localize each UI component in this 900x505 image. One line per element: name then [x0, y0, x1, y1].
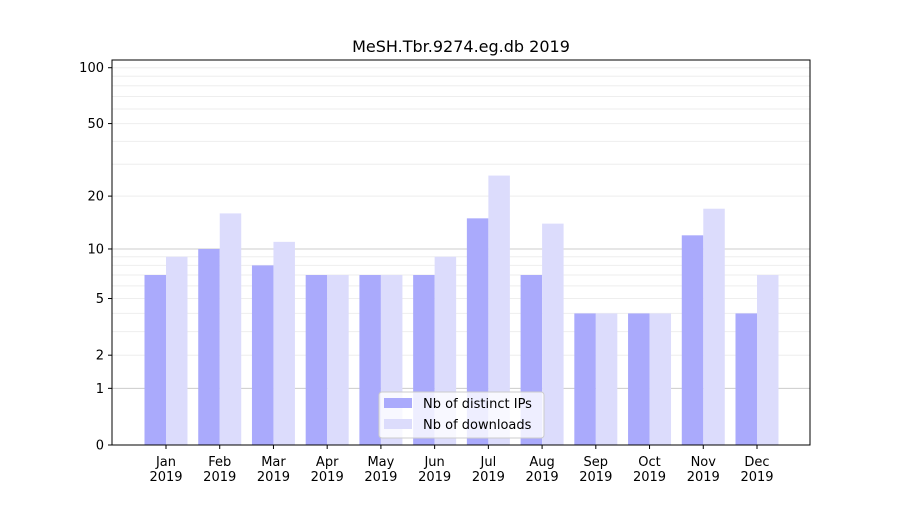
y-tick-label: 100 — [79, 61, 104, 76]
y-tick-label: 1 — [96, 382, 104, 397]
chart-title: MeSH.Tbr.9274.eg.db 2019 — [352, 37, 570, 56]
legend-box — [378, 391, 545, 439]
x-tick-label: 2019 — [687, 470, 720, 485]
x-tick-label: Jun — [423, 455, 444, 470]
legend-swatch — [384, 419, 412, 429]
x-tick-label: Feb — [208, 455, 231, 470]
x-tick-label: Nov — [691, 455, 717, 470]
x-tick-label: 2019 — [633, 470, 666, 485]
y-tick-label: 0 — [96, 439, 104, 454]
x-tick-label: 2019 — [418, 470, 451, 485]
bar-ips — [144, 275, 166, 445]
bar-downloads — [757, 275, 779, 445]
x-tick-label: 2019 — [579, 470, 612, 485]
legend-swatch — [384, 398, 412, 408]
x-tick-label: Mar — [261, 455, 286, 470]
x-tick-label: 2019 — [364, 470, 397, 485]
bar-downloads — [488, 175, 510, 445]
bar-downloads — [166, 256, 188, 445]
x-tick-label: Apr — [316, 455, 339, 470]
bar-downloads — [703, 208, 725, 445]
x-tick-label: Dec — [744, 455, 769, 470]
x-tick-label: 2019 — [472, 470, 505, 485]
x-tick-label: 2019 — [526, 470, 559, 485]
y-tick-label: 50 — [87, 117, 104, 132]
legend-label: Nb of distinct IPs — [423, 397, 532, 412]
x-tick-label: Jul — [480, 455, 497, 470]
bar-ips — [359, 275, 381, 445]
bar-ips — [305, 275, 328, 445]
bar-downloads — [542, 223, 564, 445]
bar-ips — [198, 248, 220, 445]
y-tick-label: 2 — [96, 349, 104, 364]
y-tick-label: 5 — [96, 292, 104, 307]
bar-downloads — [219, 213, 242, 445]
bar-downloads — [273, 241, 295, 445]
bar-downloads — [649, 313, 672, 445]
bar-downloads — [327, 275, 349, 445]
x-tick-label: Oct — [638, 455, 660, 470]
x-tick-label: 2019 — [203, 470, 236, 485]
x-tick-label: 2019 — [740, 470, 773, 485]
bar-ips — [466, 218, 489, 445]
bar-downloads — [595, 313, 618, 445]
legend-label: Nb of downloads — [423, 418, 532, 433]
x-tick-label: Aug — [529, 455, 554, 470]
bar-ips — [251, 265, 274, 445]
x-tick-label: Sep — [584, 455, 609, 470]
bar-ips — [574, 313, 596, 445]
bar-ips — [681, 235, 704, 445]
y-tick-label: 20 — [87, 190, 104, 205]
x-tick-label: 2019 — [149, 470, 182, 485]
bar-ips — [735, 313, 757, 445]
x-tick-label: 2019 — [311, 470, 344, 485]
x-tick-label: 2019 — [257, 470, 290, 485]
x-tick-label: May — [367, 455, 394, 470]
y-tick-label: 10 — [87, 242, 104, 257]
x-tick-label: Jan — [155, 455, 176, 470]
axes-frame — [111, 59, 811, 446]
bar-ips — [628, 313, 650, 445]
legend: Nb of distinct IPs Nb of downloads — [378, 391, 545, 439]
